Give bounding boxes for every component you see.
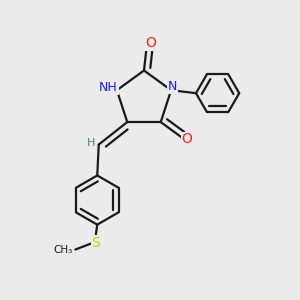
- Text: N: N: [168, 80, 177, 93]
- Text: CH₃: CH₃: [53, 244, 72, 255]
- Text: O: O: [182, 133, 193, 146]
- Text: NH: NH: [99, 81, 118, 94]
- Text: O: O: [146, 36, 156, 50]
- Text: S: S: [92, 236, 100, 250]
- Text: H: H: [87, 138, 95, 148]
